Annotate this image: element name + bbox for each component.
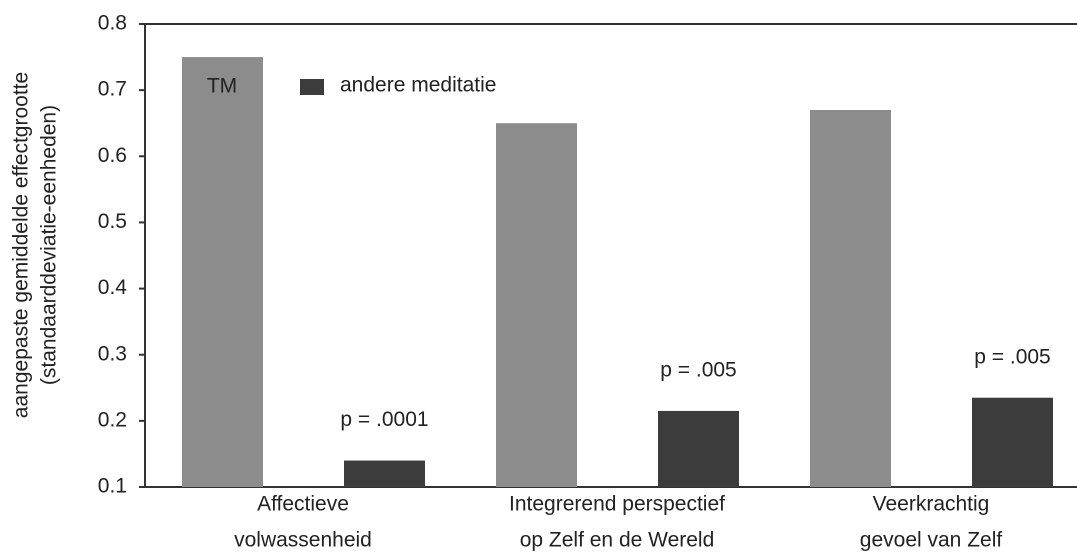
x-tick-label: op Zelf en de Wereld xyxy=(520,529,715,552)
bar xyxy=(810,109,891,487)
x-tick-label: volwassenheid xyxy=(234,529,372,552)
y-tick-label: 0.3 xyxy=(98,342,127,365)
bar xyxy=(972,397,1053,487)
x-tick-label: Affectieve xyxy=(257,493,349,516)
bar xyxy=(658,410,739,487)
x-tick-label: Veerkrachtig xyxy=(873,493,990,516)
y-tick-label: 0.6 xyxy=(98,144,127,167)
x-tick-label: gevoel van Zelf xyxy=(860,529,1003,552)
y-tick-label: 0.4 xyxy=(98,276,128,299)
y-tick-label: 0.1 xyxy=(98,475,127,498)
y-tick-label: 0.2 xyxy=(98,408,127,431)
y-axis-label: (standaarddeviatie-eenheden) xyxy=(38,105,61,385)
y-axis-label: aangepaste gemiddelde effectgrootte xyxy=(10,72,33,418)
y-tick-label: 0.5 xyxy=(98,210,127,233)
annotation: p = .0001 xyxy=(340,408,428,431)
bar xyxy=(182,57,263,487)
x-tick-label: Integrerend perspectief xyxy=(509,493,725,516)
y-tick-label: 0.8 xyxy=(98,12,127,35)
annotation: p = .005 xyxy=(974,345,1050,368)
legend-label: andere meditatie xyxy=(340,74,496,97)
legend-label: TM xyxy=(207,75,237,98)
bar xyxy=(344,460,425,487)
annotation: p = .005 xyxy=(660,358,736,381)
y-tick-label: 0.7 xyxy=(98,78,127,101)
bar xyxy=(496,123,577,487)
legend-swatch xyxy=(300,79,324,95)
